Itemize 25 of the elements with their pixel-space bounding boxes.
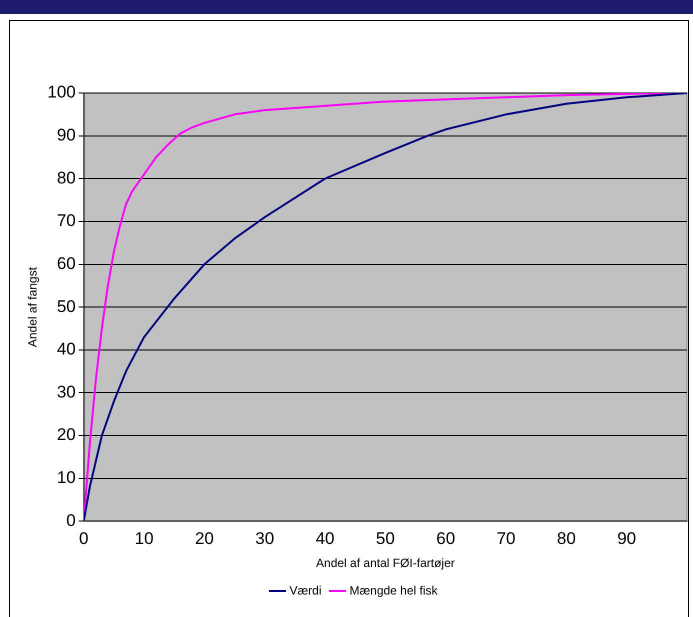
x-tick-label: 40 [316,529,335,548]
x-tick-label: 80 [556,529,576,548]
x-tick-label: 10 [134,529,154,548]
legend-label: Værdi [289,583,322,598]
y-tick-label: 0 [66,510,76,530]
y-tick-label: 90 [56,126,76,145]
y-tick-label: 100 [47,82,76,102]
legend-label: Mængde hel fisk [349,583,439,598]
x-tick-label: 60 [436,529,456,548]
x-tick-label: 70 [496,529,516,548]
y-tick-label: 50 [56,296,76,316]
x-tick-label: 50 [376,529,395,548]
y-tick-label: 40 [56,340,76,359]
x-tick-label: 30 [255,529,274,548]
y-tick-label: 60 [56,254,76,273]
y-tick-label: 10 [56,468,76,488]
x-tick-label: 20 [194,529,214,548]
x-axis-title: Andel af antal FØI-fartøjer [316,556,455,570]
x-tick-label: 0 [79,529,88,548]
x-tick-label: 90 [617,529,636,548]
y-tick-label: 80 [56,168,76,188]
y-tick-label: 20 [56,425,76,444]
y-tick-label: 70 [56,211,76,230]
y-tick-label: 30 [56,382,76,402]
y-axis-title: Andel af fangst [26,266,40,348]
